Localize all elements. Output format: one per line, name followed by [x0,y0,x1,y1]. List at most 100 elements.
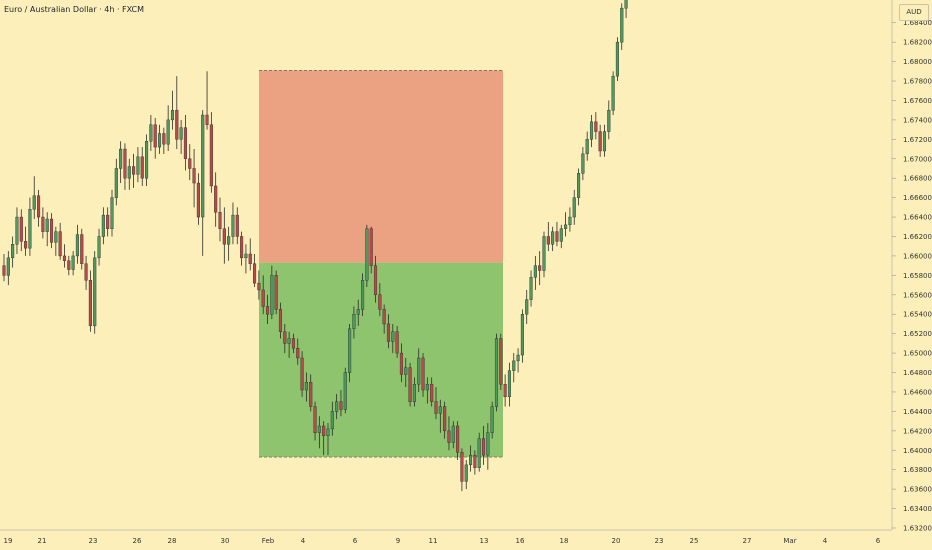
candle-body [67,260,71,270]
candles [2,0,628,492]
candle [71,251,75,276]
candle-body [248,253,252,264]
candle-body [520,314,524,356]
candle-body [283,331,287,344]
candle-body [24,241,28,249]
candle-body [123,148,127,179]
candle [106,207,110,237]
candle-body [559,228,563,242]
candle [555,221,559,247]
candle-body [430,383,434,402]
time-tick-label: 6 [876,537,881,545]
candle [572,189,576,225]
candle [188,144,192,181]
candle [123,143,127,190]
candle-body [235,214,239,237]
candle [378,283,382,317]
candle-body [270,275,274,315]
candle [499,333,503,391]
candle-body [546,236,550,245]
candle-body [162,133,166,145]
candle-body [110,197,114,229]
price-axis[interactable]: 1.68400 1.68200 1.68000 1.67800 1.67600 1.674… [892,19,932,533]
candle-body [15,216,19,245]
candle [24,226,28,256]
candle-body [261,289,265,307]
price-tick-label: 1.68200 [903,39,932,47]
candle [149,115,153,151]
candle-body [382,309,386,325]
candle [257,270,261,300]
candle [179,119,183,154]
candle-body [456,425,460,453]
candle [464,459,468,490]
candle [231,202,235,245]
time-axis[interactable]: 19 21 23 26 28 30 Feb 4 6 9 11 13 16 18 20 23 25 27 Mar 4 6 [4,537,881,545]
candle-body [80,234,84,264]
candle-body [209,124,213,187]
candle [287,331,291,358]
candle-body [41,216,45,232]
time-tick-label: 9 [396,537,400,545]
price-tick-label: 1.65200 [903,330,932,338]
candle-body [516,354,520,362]
candle [443,401,447,439]
candle [399,343,403,383]
stop-loss-zone[interactable] [259,70,503,263]
candle-body [339,401,343,410]
candle-body [71,255,75,270]
candle-body [464,464,468,482]
candle [274,270,278,315]
candle [162,127,166,154]
candle [594,112,598,140]
candle-body [265,306,270,315]
candle [278,302,283,339]
candle [309,374,313,412]
candle [75,224,79,264]
candle [369,226,373,274]
candle [291,333,295,354]
candle-body [615,41,619,77]
position-tool[interactable] [259,69,503,458]
candle [589,115,594,148]
candle-body [119,148,123,169]
candle [624,0,628,18]
candle [296,338,300,365]
candle [546,221,550,252]
candle-body [386,323,391,342]
candle-body [348,328,352,373]
candle [114,158,118,206]
candle [503,374,507,407]
candle-body [205,114,209,125]
candle [382,304,386,334]
candle [93,251,97,334]
candle-body [611,75,615,111]
price-tick-label: 1.64800 [903,369,932,377]
candle-body [369,228,373,266]
time-tick-label: 20 [612,537,621,545]
candle [32,176,36,219]
price-tick-label: 1.67000 [903,155,932,163]
take-profit-zone[interactable] [259,262,503,458]
candle [620,3,624,50]
candle-body [93,257,97,327]
candle [28,197,32,256]
currency-badge[interactable]: AUD [899,4,929,21]
price-tick-label: 1.66600 [903,194,932,202]
candle [581,147,585,181]
candle-body [227,236,231,245]
candle [542,231,546,278]
price-tick-label: 1.68000 [903,58,932,66]
candle-body [132,166,136,175]
candle-body [624,0,628,9]
candle-body [555,231,559,242]
candle-body [84,263,88,281]
candle-body [434,401,438,414]
candle-body [145,141,149,179]
candle [201,110,205,256]
candle [326,423,330,456]
candle [227,226,231,261]
candle [373,255,378,303]
candle-body [408,367,412,402]
